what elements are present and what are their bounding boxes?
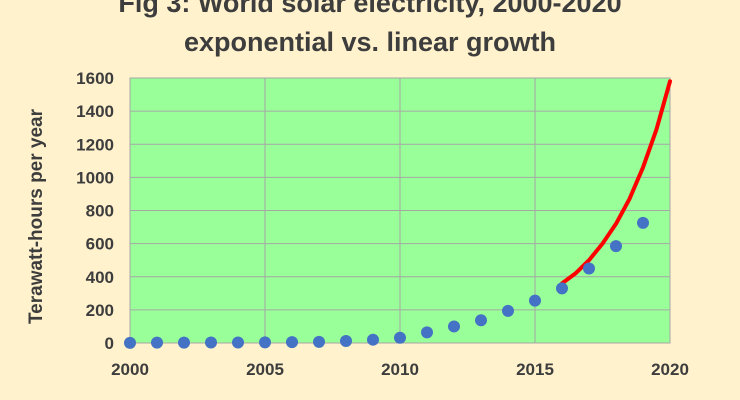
data-point (205, 336, 217, 349)
data-point (502, 304, 514, 317)
data-point (178, 336, 190, 349)
y-tick-label: 1600 (76, 69, 114, 88)
linear-growth-series (560, 79, 672, 286)
y-tick-label: 400 (86, 268, 114, 287)
y-axis-title: Terawatt-hours per year (26, 108, 47, 324)
y-tick-label: 200 (86, 301, 114, 320)
x-tick-label: 2020 (651, 360, 689, 379)
data-point (313, 335, 325, 348)
data-point (259, 336, 271, 349)
y-tick-labels: 0 200 400 600 800 1000 1200 1400 1600 (76, 69, 114, 353)
chart-title-line-1: Fig 3: World solar electricity, 2000-202… (118, 0, 622, 18)
data-point (286, 336, 298, 349)
x-tick-label: 2005 (246, 360, 284, 379)
data-point (394, 331, 406, 344)
data-point (232, 336, 244, 349)
y-tick-label: 1000 (76, 168, 114, 187)
data-point (151, 336, 163, 349)
data-point (610, 240, 622, 253)
x-tick-label: 2015 (516, 360, 554, 379)
data-point (637, 216, 649, 229)
data-point (448, 320, 460, 333)
solar-data-series (124, 216, 649, 349)
x-tick-label: 2000 (111, 360, 149, 379)
linear-growth-line (560, 79, 672, 286)
y-tick-label: 800 (86, 202, 114, 221)
y-tick-label: 1400 (76, 102, 114, 121)
data-point (529, 294, 541, 307)
y-tick-label: 600 (86, 235, 114, 254)
data-point (475, 314, 487, 327)
data-point (421, 326, 433, 339)
chart-title-line-2: exponential vs. linear growth (183, 27, 557, 57)
data-point (124, 336, 136, 349)
y-tick-label: 0 (105, 334, 114, 353)
x-tick-labels: 2000 2005 2010 2015 2020 (111, 360, 689, 379)
data-point (556, 282, 568, 295)
y-tick-label: 1200 (76, 135, 114, 154)
data-point (340, 335, 352, 348)
data-point (367, 333, 379, 346)
x-tick-label: 2010 (381, 360, 419, 379)
data-point (583, 262, 595, 275)
